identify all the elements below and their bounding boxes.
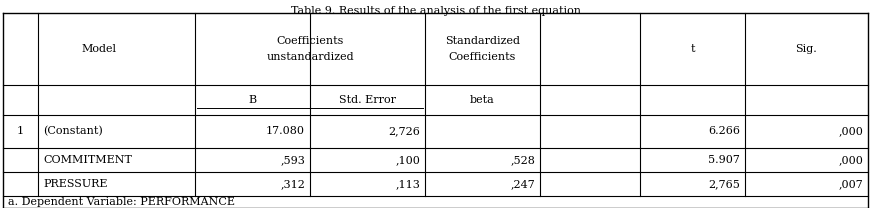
Text: Standardized: Standardized bbox=[445, 36, 520, 46]
Text: ,312: ,312 bbox=[280, 179, 305, 189]
Text: ,100: ,100 bbox=[395, 155, 420, 165]
Text: unstandardized: unstandardized bbox=[266, 52, 354, 62]
Text: Coefficients: Coefficients bbox=[449, 52, 516, 62]
Text: PRESSURE: PRESSURE bbox=[43, 179, 107, 189]
Text: Table 9. Results of the analysis of the first equation: Table 9. Results of the analysis of the … bbox=[291, 6, 581, 16]
Text: COMMITMENT: COMMITMENT bbox=[43, 155, 132, 165]
Text: B: B bbox=[249, 95, 256, 105]
Text: ,593: ,593 bbox=[280, 155, 305, 165]
Text: ,007: ,007 bbox=[838, 179, 863, 189]
Text: ,000: ,000 bbox=[838, 155, 863, 165]
Text: beta: beta bbox=[470, 95, 495, 105]
Text: ,247: ,247 bbox=[510, 179, 535, 189]
Text: 17.080: 17.080 bbox=[266, 126, 305, 136]
Text: 6.266: 6.266 bbox=[708, 126, 740, 136]
Text: Std. Error: Std. Error bbox=[339, 95, 396, 105]
Text: 2,765: 2,765 bbox=[708, 179, 740, 189]
Text: (Constant): (Constant) bbox=[43, 126, 103, 137]
Text: a. Dependent Variable: PERFORMANCE: a. Dependent Variable: PERFORMANCE bbox=[8, 197, 235, 207]
Text: Sig.: Sig. bbox=[795, 44, 817, 54]
Text: 2,726: 2,726 bbox=[388, 126, 420, 136]
Text: ,000: ,000 bbox=[838, 126, 863, 136]
Text: ,528: ,528 bbox=[510, 155, 535, 165]
Text: t: t bbox=[691, 44, 695, 54]
Text: Coefficients: Coefficients bbox=[276, 36, 344, 46]
Text: Model: Model bbox=[81, 44, 117, 54]
Text: ,113: ,113 bbox=[395, 179, 420, 189]
Text: 1: 1 bbox=[17, 126, 24, 136]
Text: 5.907: 5.907 bbox=[708, 155, 740, 165]
